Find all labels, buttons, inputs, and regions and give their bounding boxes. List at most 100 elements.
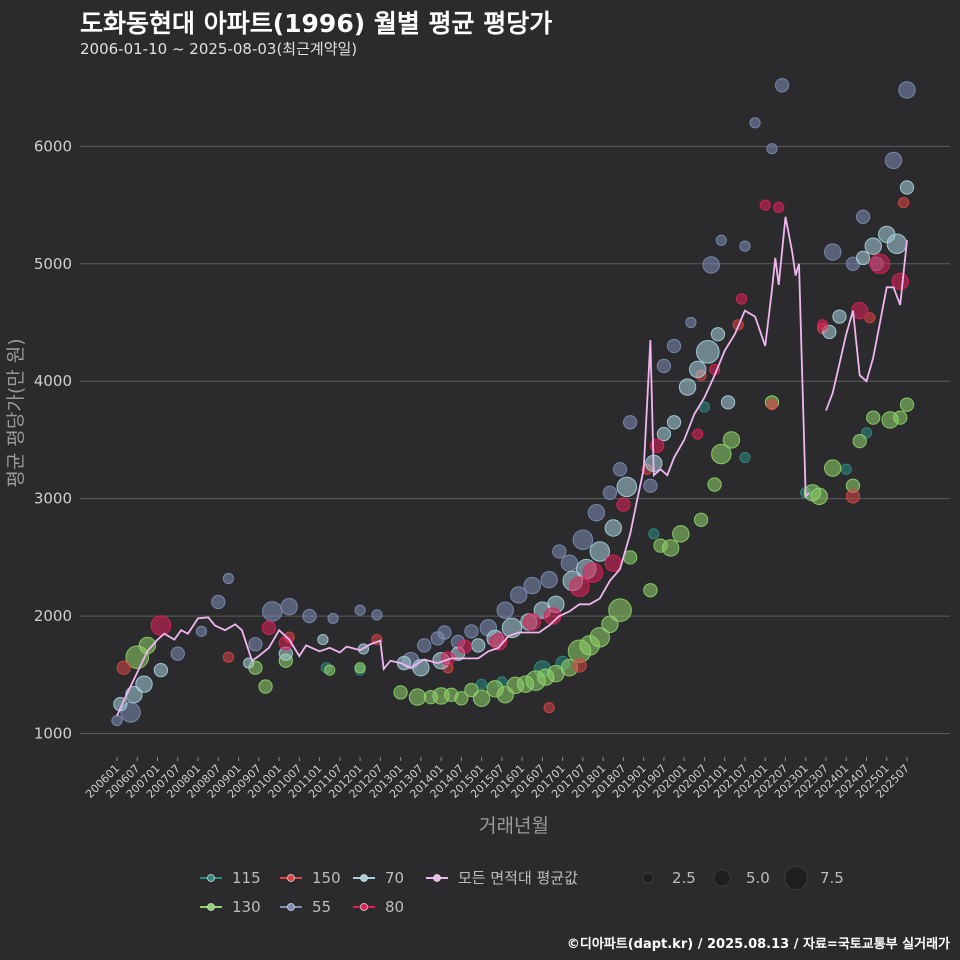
point-70 (604, 519, 622, 537)
point-55 (666, 338, 682, 354)
point-55 (371, 609, 383, 621)
legend-key-dot (287, 874, 295, 882)
point-55 (211, 594, 226, 610)
point-130 (707, 477, 722, 492)
size-legend-circle (642, 872, 654, 884)
point-130 (393, 685, 408, 700)
point-55 (552, 544, 567, 559)
point-55 (195, 625, 208, 637)
point-80 (891, 272, 909, 291)
point-55 (510, 586, 528, 604)
point-80 (582, 562, 604, 583)
point-55 (540, 570, 558, 589)
point-55 (560, 554, 579, 572)
x-axis-ticks: 2006012006072007012007072008012008072009… (83, 757, 912, 801)
point-130 (589, 626, 611, 648)
y-axis-ticks: 1000 2000 3000 4000 5000 6000 (34, 137, 72, 742)
legend-label: 150 (312, 869, 341, 887)
point-55 (248, 637, 263, 652)
average-line-segment (825, 240, 908, 411)
size-legend-label: 2.5 (672, 869, 696, 887)
point-55 (111, 714, 123, 727)
x-axis-label: 거래년월 (479, 815, 549, 837)
point-150 (845, 489, 861, 504)
point-150 (572, 658, 587, 673)
point-130 (258, 679, 273, 694)
point-130 (852, 433, 867, 449)
legend-label: 80 (385, 898, 404, 916)
point-55 (898, 81, 916, 99)
point-80 (523, 613, 541, 631)
point-55 (602, 485, 618, 500)
point-130 (472, 689, 491, 707)
point-80 (816, 319, 829, 331)
point-55 (437, 625, 452, 640)
point-80 (759, 199, 771, 211)
legend-key-dot (207, 874, 215, 882)
point-80 (869, 253, 891, 275)
point-55 (643, 478, 658, 493)
point-55 (824, 243, 842, 261)
footer-credit: ©디아파트(dapt.kr) / 2025.08.13 / 자료=국토교통부 실… (566, 937, 950, 952)
point-55 (702, 256, 720, 274)
average-line-segment (116, 216, 810, 717)
point-130 (354, 662, 366, 674)
point-80 (489, 633, 508, 651)
point-115 (840, 463, 852, 475)
point-70 (678, 378, 697, 396)
point-130 (324, 664, 336, 676)
point-150 (766, 399, 778, 411)
point-150 (898, 197, 910, 209)
point-70 (656, 426, 672, 442)
point-130 (661, 539, 680, 557)
point-80 (692, 428, 704, 440)
point-55 (884, 151, 903, 170)
y-axis-label: 평균 평당가(만 원) (5, 338, 27, 487)
point-115 (648, 528, 660, 540)
size-legend-circle (713, 869, 731, 887)
point-130 (138, 636, 157, 655)
y-tick-label: 4000 (34, 372, 72, 390)
point-130 (824, 459, 842, 477)
point-70 (471, 638, 486, 653)
size-legend-circle (783, 865, 809, 891)
point-55 (464, 624, 479, 639)
point-150 (543, 702, 555, 714)
point-80 (569, 576, 590, 597)
y-tick-label: 3000 (34, 490, 72, 508)
point-80 (735, 293, 748, 305)
point-70 (688, 360, 707, 379)
point-55 (612, 462, 628, 477)
point-55 (572, 529, 594, 550)
average-line (116, 216, 908, 717)
point-80 (851, 302, 869, 320)
point-70 (589, 541, 611, 562)
point-55 (170, 646, 185, 661)
y-tick-label: 6000 (34, 137, 72, 155)
point-55 (496, 601, 514, 619)
point-70 (153, 662, 169, 678)
point-55 (855, 209, 871, 224)
point-55 (417, 638, 432, 653)
point-55 (262, 601, 283, 622)
point-80 (150, 615, 172, 636)
point-55 (715, 234, 727, 246)
point-130 (810, 487, 828, 505)
point-130 (454, 691, 469, 706)
legend-key-dot (360, 903, 368, 911)
legend-label: 70 (385, 869, 404, 887)
point-130 (693, 512, 709, 527)
legend-key-dot (287, 903, 295, 911)
point-130 (899, 397, 915, 412)
y-tick-label: 1000 (34, 725, 72, 743)
point-150 (222, 651, 235, 663)
legend-label: 55 (312, 898, 331, 916)
grid-lines (80, 145, 950, 735)
size-legend-label: 5.0 (746, 869, 770, 887)
chart-subtitle: 2006-01-10 ~ 2025-08-03(최근계약일) (80, 40, 358, 58)
point-55 (685, 316, 697, 329)
legend-label: 모든 면적대 평균값 (458, 869, 578, 887)
point-55 (656, 358, 672, 374)
point-130 (408, 688, 427, 706)
